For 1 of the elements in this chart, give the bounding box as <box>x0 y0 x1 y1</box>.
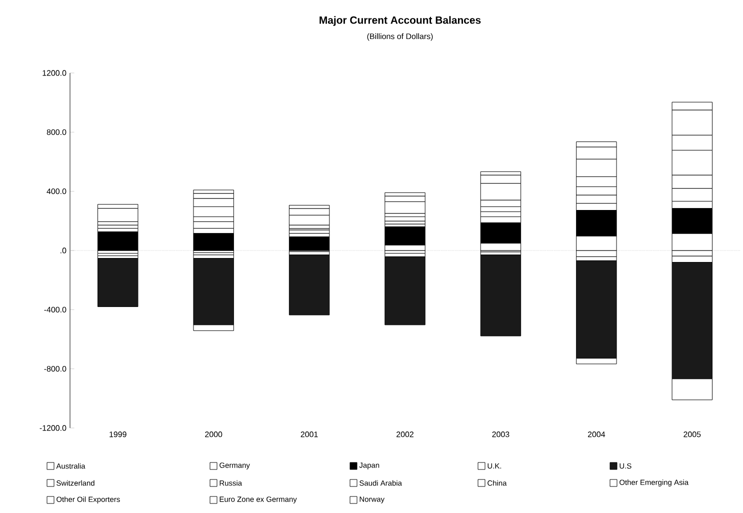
chart-title: Major Current Account Balances <box>320 16 481 26</box>
